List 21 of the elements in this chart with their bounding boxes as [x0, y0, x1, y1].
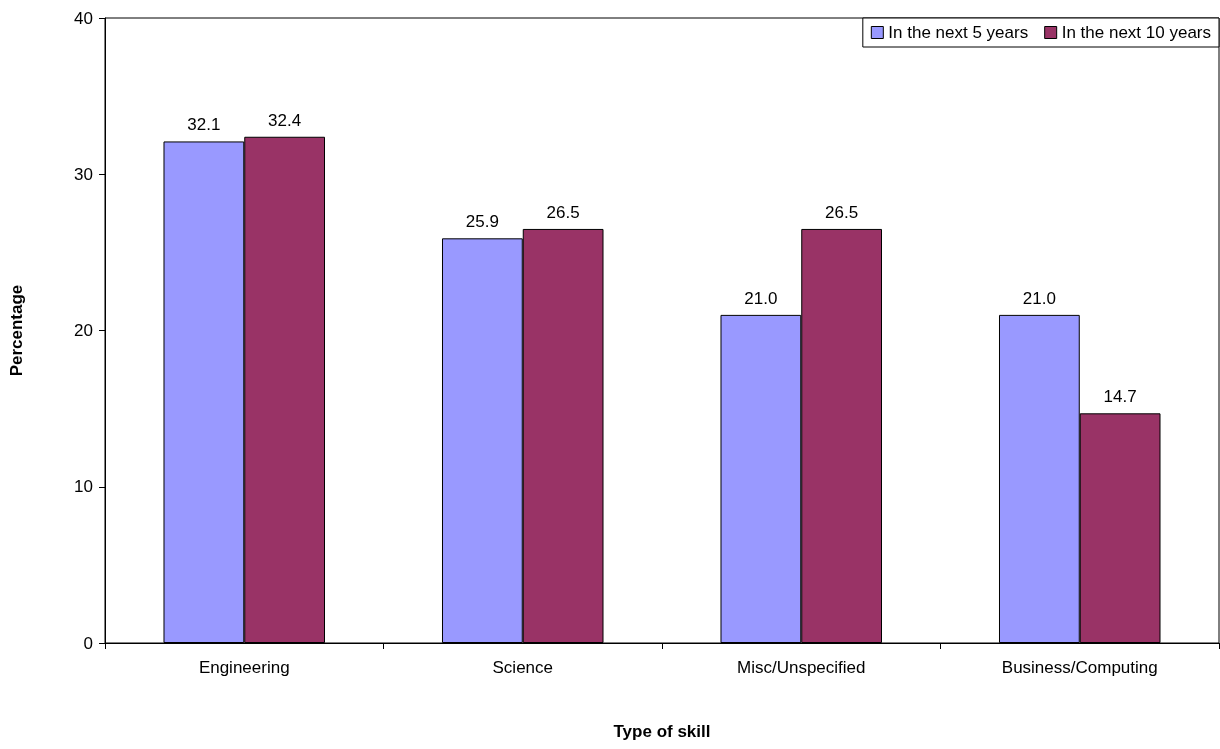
data-label: 32.4 [268, 110, 302, 130]
y-tick-label: 30 [74, 164, 93, 184]
data-label: 26.5 [546, 202, 580, 222]
data-label: 32.1 [187, 115, 221, 135]
y-tick-label: 20 [74, 321, 93, 340]
y-tick-label: 0 [83, 633, 93, 653]
x-tick-label: Science [492, 658, 553, 677]
data-label: 25.9 [465, 212, 499, 232]
data-label: 14.7 [1103, 387, 1137, 407]
legend-label: In the next 5 years [888, 23, 1029, 42]
y-tick-label: 40 [74, 8, 93, 28]
data-label: 21.0 [744, 288, 778, 308]
y-axis-title: Percentage [7, 284, 26, 377]
x-tick-label: Engineering [198, 658, 290, 677]
x-tick-label: Misc/Unspecified [737, 658, 866, 677]
x-tick-label: Business/Computing [1001, 658, 1158, 677]
y-tick-label: 10 [74, 477, 93, 497]
x-axis-title: Type of skill [613, 722, 711, 741]
data-label: 21.0 [1022, 288, 1056, 308]
legend-label: In the next 10 years [1061, 23, 1212, 42]
data-label: 26.5 [825, 202, 859, 222]
